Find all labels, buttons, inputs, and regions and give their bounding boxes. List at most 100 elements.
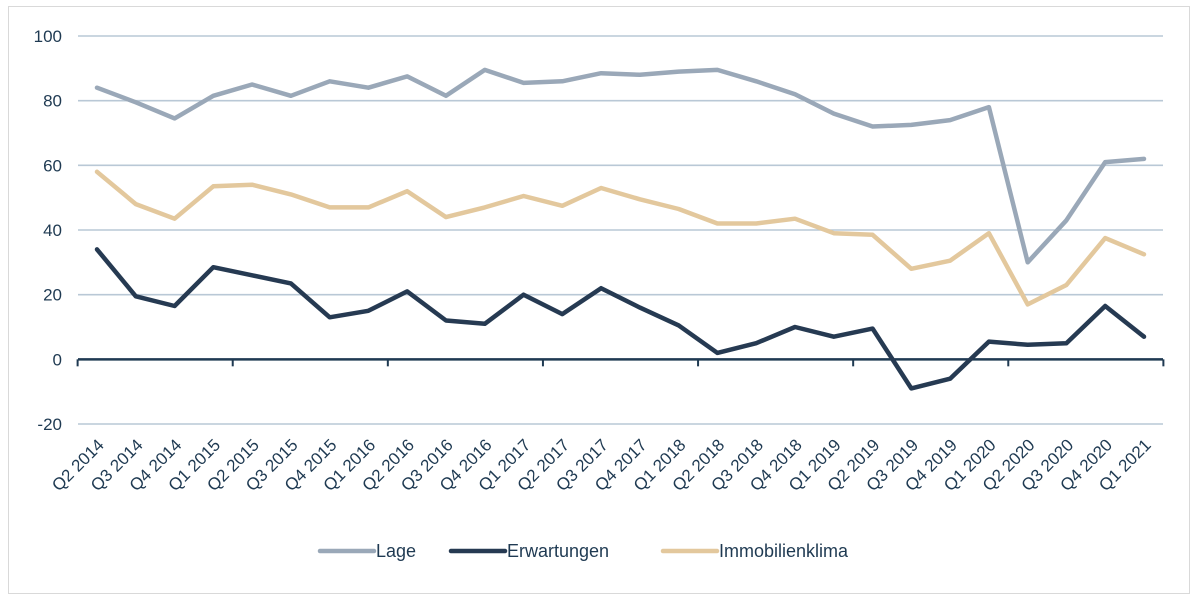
data-point bbox=[909, 386, 913, 390]
data-point bbox=[405, 289, 409, 293]
y-tick-label: 100 bbox=[34, 27, 62, 46]
data-point bbox=[987, 231, 991, 235]
data-point bbox=[560, 312, 564, 316]
data-point bbox=[1142, 157, 1146, 161]
data-point bbox=[677, 207, 681, 211]
data-point bbox=[211, 184, 215, 188]
data-point bbox=[832, 231, 836, 235]
data-point bbox=[522, 293, 526, 297]
y-tick-label: 20 bbox=[43, 286, 62, 305]
data-point bbox=[1103, 304, 1107, 308]
data-point bbox=[173, 217, 177, 221]
data-point bbox=[95, 170, 99, 174]
y-tick-label: 80 bbox=[43, 92, 62, 111]
data-point bbox=[1026, 260, 1030, 264]
data-point bbox=[522, 81, 526, 85]
data-point bbox=[444, 215, 448, 219]
data-point bbox=[1026, 343, 1030, 347]
data-point bbox=[405, 74, 409, 78]
data-point bbox=[909, 267, 913, 271]
legend-label: Immobilienklima bbox=[719, 541, 849, 561]
data-point bbox=[832, 335, 836, 339]
data-point bbox=[328, 79, 332, 83]
data-point bbox=[677, 70, 681, 74]
y-tick-label: 60 bbox=[43, 156, 62, 175]
data-point bbox=[405, 189, 409, 193]
data-point bbox=[832, 112, 836, 116]
data-point bbox=[1142, 335, 1146, 339]
data-point bbox=[522, 194, 526, 198]
data-point bbox=[560, 79, 564, 83]
data-point bbox=[250, 183, 254, 187]
data-point bbox=[95, 247, 99, 251]
data-point bbox=[366, 309, 370, 313]
data-point bbox=[715, 351, 719, 355]
data-point bbox=[444, 319, 448, 323]
data-point bbox=[754, 341, 758, 345]
data-point bbox=[1103, 236, 1107, 240]
y-tick-label: -20 bbox=[37, 415, 62, 434]
data-point bbox=[987, 105, 991, 109]
data-point bbox=[483, 322, 487, 326]
data-point bbox=[754, 79, 758, 83]
data-point bbox=[715, 222, 719, 226]
data-point bbox=[1064, 341, 1068, 345]
series-lines bbox=[94, 67, 1147, 391]
data-point bbox=[483, 68, 487, 72]
y-axis-ticks: 100 80 60 40 20 0 -20 bbox=[34, 27, 62, 434]
data-point bbox=[250, 83, 254, 86]
data-point bbox=[95, 86, 99, 90]
data-point bbox=[793, 92, 797, 96]
data-point bbox=[289, 192, 293, 196]
data-point bbox=[1103, 160, 1107, 164]
data-point bbox=[948, 377, 952, 381]
data-point bbox=[134, 100, 138, 104]
data-point bbox=[871, 233, 875, 237]
data-point bbox=[793, 217, 797, 221]
data-point bbox=[211, 265, 215, 269]
data-point bbox=[328, 205, 332, 209]
data-point bbox=[250, 273, 254, 277]
data-point bbox=[793, 325, 797, 329]
series-line-erwartungen bbox=[94, 247, 1147, 391]
data-point bbox=[754, 222, 758, 226]
data-point bbox=[1064, 218, 1068, 222]
data-point bbox=[599, 71, 603, 75]
data-point bbox=[948, 259, 952, 263]
data-point bbox=[638, 73, 642, 77]
data-point bbox=[677, 323, 681, 327]
data-point bbox=[483, 205, 487, 209]
data-point bbox=[134, 202, 138, 206]
data-point bbox=[173, 304, 177, 308]
chart-frame bbox=[8, 6, 1190, 594]
data-point bbox=[366, 86, 370, 90]
data-point bbox=[328, 315, 332, 319]
data-point bbox=[599, 186, 603, 190]
data-point bbox=[871, 125, 875, 129]
data-point bbox=[211, 94, 215, 98]
data-point bbox=[1026, 302, 1030, 306]
legend-label: Lage bbox=[376, 541, 416, 561]
data-point bbox=[444, 94, 448, 98]
y-tick-label: 40 bbox=[43, 221, 62, 240]
data-point bbox=[948, 118, 952, 122]
data-point bbox=[560, 204, 564, 208]
data-point bbox=[599, 286, 603, 290]
data-point bbox=[1142, 252, 1146, 256]
data-point bbox=[871, 327, 875, 331]
data-point bbox=[987, 340, 991, 344]
data-point bbox=[715, 68, 719, 72]
data-point bbox=[173, 116, 177, 120]
data-point bbox=[638, 197, 642, 201]
data-point bbox=[289, 281, 293, 285]
series-line-lage bbox=[94, 67, 1147, 265]
data-point bbox=[909, 123, 913, 127]
data-point bbox=[1064, 283, 1068, 287]
legend: Lage Erwartungen Immobilienklima bbox=[317, 541, 849, 561]
data-point bbox=[134, 294, 138, 298]
data-point bbox=[638, 306, 642, 310]
legend-label: Erwartungen bbox=[507, 541, 609, 561]
data-point bbox=[366, 205, 370, 209]
